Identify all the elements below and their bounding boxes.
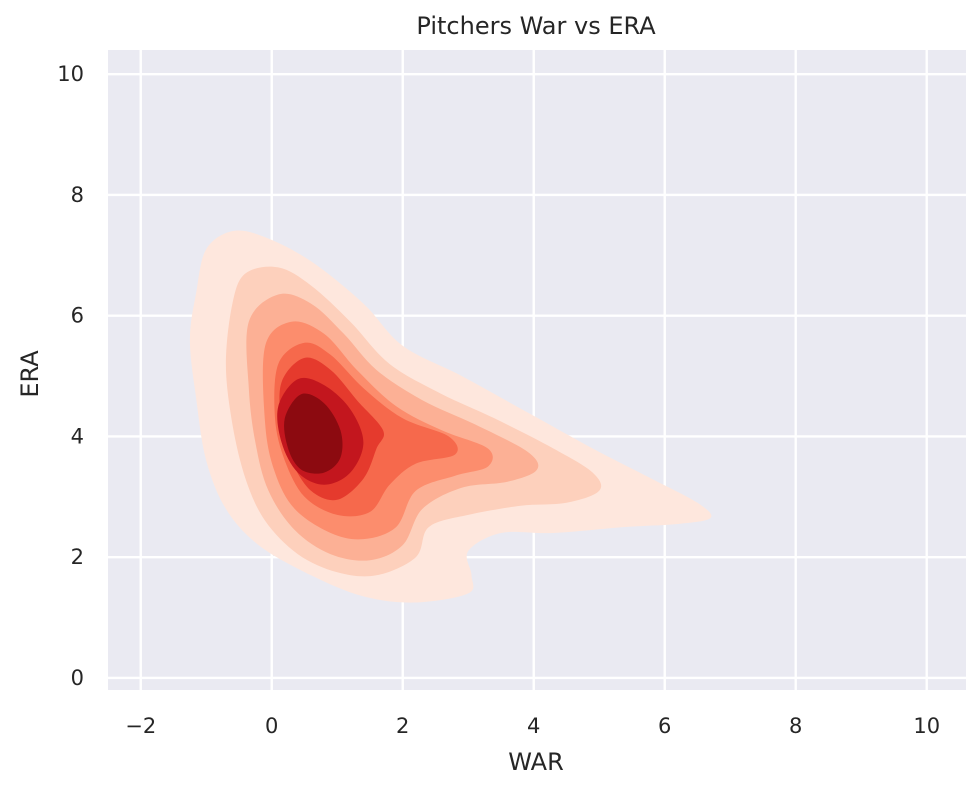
x-tick-labels: −2 0 2 4 6 8 10: [125, 714, 940, 738]
y-tick-label: 4: [71, 424, 84, 448]
y-tick-label: 0: [71, 666, 84, 690]
x-tick-label: 4: [527, 714, 540, 738]
y-tick-label: 8: [71, 183, 84, 207]
y-tick-label: 10: [57, 62, 84, 86]
density-level-8: [284, 393, 343, 474]
x-tick-label: 0: [265, 714, 278, 738]
x-tick-label: 8: [789, 714, 802, 738]
y-axis-label: ERA: [16, 350, 44, 398]
density-contours: [189, 230, 712, 603]
x-tick-label: 2: [396, 714, 409, 738]
x-axis-label: WAR: [508, 748, 564, 776]
chart-title: Pitchers War vs ERA: [416, 12, 656, 40]
x-tick-label: 6: [658, 714, 671, 738]
x-tick-label: −2: [125, 714, 156, 738]
x-tick-label: 10: [913, 714, 940, 738]
y-tick-label: 2: [71, 545, 84, 569]
y-tick-label: 6: [71, 304, 84, 328]
y-tick-labels: 0 2 4 6 8 10: [57, 62, 84, 690]
